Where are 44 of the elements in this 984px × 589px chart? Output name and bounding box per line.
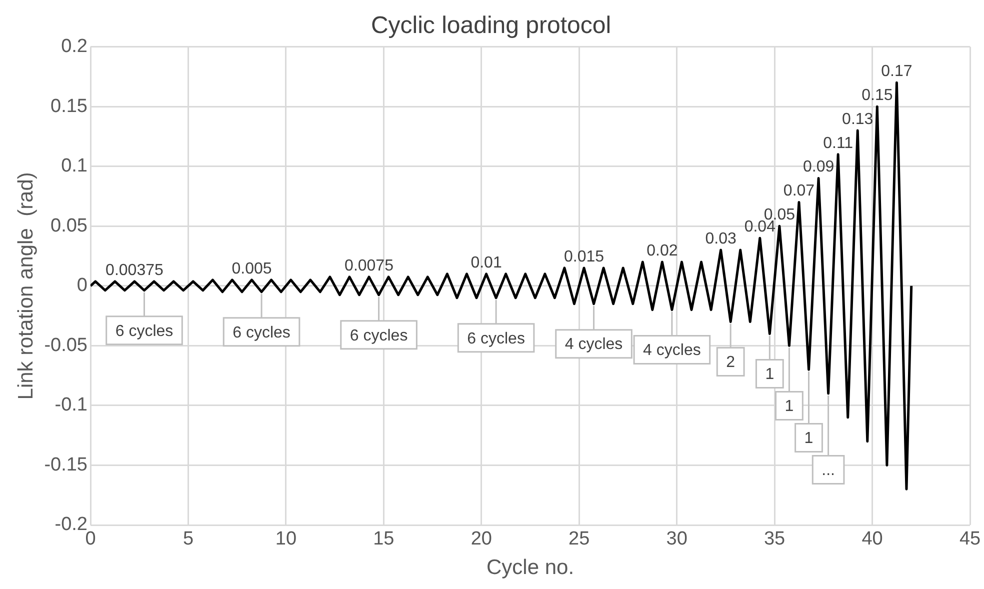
y-tick-label: -0.15 — [44, 454, 88, 476]
x-tick-label: 40 — [862, 528, 883, 550]
x-tick-label: 10 — [275, 528, 297, 550]
annotation: 2 — [726, 354, 736, 372]
x-tick-label: 20 — [470, 528, 492, 550]
y-tick-label: 0.1 — [61, 156, 88, 177]
x-tick-label: 15 — [373, 528, 394, 550]
annotation: 0.07 — [783, 182, 815, 200]
annotation: 4 cycles — [564, 336, 623, 354]
annotation: 0.11 — [823, 134, 854, 152]
annotation: 0.17 — [881, 63, 912, 80]
annotation: ... — [822, 462, 835, 480]
annotation: 0.015 — [564, 248, 604, 266]
x-tick-label: 5 — [182, 528, 194, 550]
annotation: 6 cycles — [350, 327, 408, 344]
annotation: 0.13 — [842, 110, 874, 128]
annotation: 0.15 — [862, 86, 893, 104]
annotation: 0.01 — [470, 254, 502, 272]
annotation: 6 cycles — [467, 330, 525, 348]
annotation: 6 cycles — [115, 322, 174, 340]
y-tick-label: 0 — [76, 275, 88, 296]
x-tick-label: 30 — [666, 528, 688, 550]
annotation: 0.03 — [705, 230, 736, 248]
annotation: 0.02 — [646, 242, 678, 260]
annotation: 0.0075 — [344, 257, 394, 274]
y-tick-label: -0.05 — [44, 334, 88, 356]
annotation: 1 — [784, 398, 794, 416]
annotation: 0.005 — [232, 260, 272, 278]
x-axis-title: Cycle no. — [486, 556, 574, 580]
y-axis-title: Link rotation angle (rad) — [14, 172, 38, 400]
annotation: 0.00375 — [106, 262, 164, 279]
annotation: 1 — [765, 366, 774, 384]
y-tick-label: 0.05 — [50, 215, 88, 236]
x-tick-label: 35 — [764, 528, 786, 550]
annotation: 1 — [804, 430, 814, 448]
annotation: 6 cycles — [232, 324, 290, 342]
x-tick-label: 25 — [568, 528, 590, 550]
y-tick-label: 0.15 — [50, 96, 88, 117]
annotation: 0.09 — [802, 158, 834, 176]
annotation: 4 cycles — [643, 342, 701, 360]
chart-title: Cyclic loading protocol — [370, 12, 612, 40]
y-tick-label: 0.2 — [61, 36, 88, 58]
y-tick-label: -0.1 — [54, 394, 88, 416]
x-tick-label: 45 — [959, 528, 981, 550]
